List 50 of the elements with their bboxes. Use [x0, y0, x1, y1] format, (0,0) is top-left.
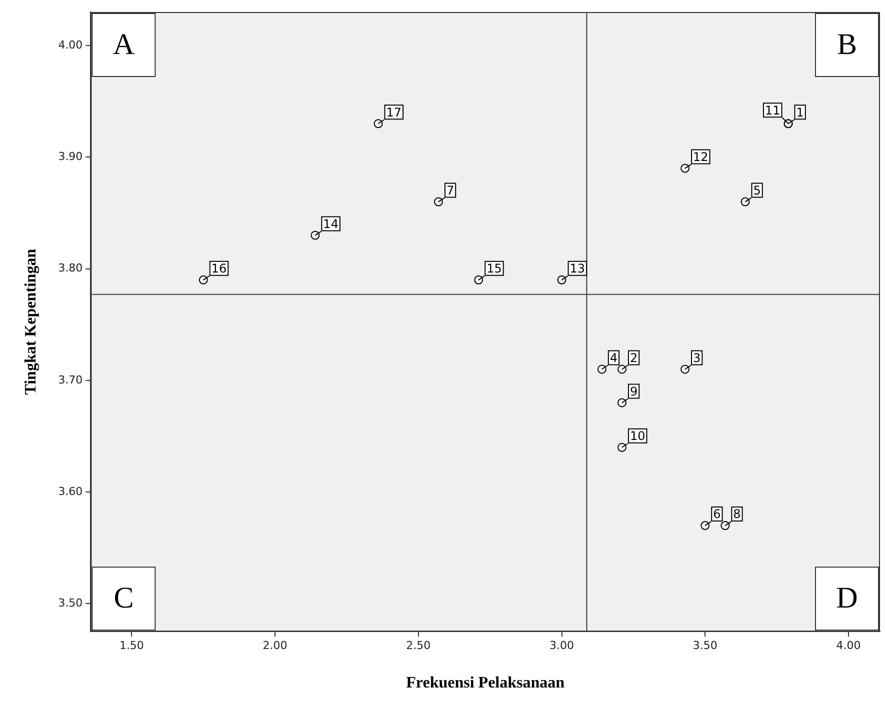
point	[597, 364, 606, 374]
annotation: D	[836, 581, 858, 614]
y-tick-label: 3.60	[58, 484, 83, 498]
annotation: 5	[753, 183, 761, 198]
annotation: 2	[630, 350, 638, 365]
point	[374, 119, 383, 128]
point	[310, 230, 320, 240]
point	[557, 275, 566, 284]
x-tick-label: 3.50	[692, 639, 718, 652]
x-tick-label: 1.50	[119, 639, 144, 652]
point	[434, 197, 443, 206]
annotation: B	[836, 28, 858, 61]
x-tick-label: 4.00	[836, 639, 861, 652]
point	[617, 398, 626, 408]
y-tick-label: 4.00	[58, 38, 83, 52]
point	[680, 364, 690, 374]
annotation: 10	[630, 429, 646, 444]
point	[700, 521, 710, 530]
y-tick-label: 3.50	[58, 596, 83, 610]
annotation: 13	[570, 262, 586, 276]
annotation: 4	[610, 350, 618, 365]
annotation: 17	[386, 105, 402, 120]
annotation: 1	[796, 105, 804, 120]
point	[680, 164, 690, 173]
y-tick-label: 3.90	[58, 150, 83, 163]
x-tick-label: 2.00	[262, 639, 288, 652]
point	[198, 275, 208, 284]
annotation: 7	[446, 183, 454, 198]
annotation: 11	[764, 103, 780, 118]
point	[720, 521, 730, 530]
annotation: C	[114, 581, 134, 614]
annotation: 6	[713, 507, 721, 522]
annotation: 14	[323, 216, 338, 231]
y-tick-label: 3.70	[58, 373, 83, 386]
point	[617, 442, 626, 452]
annotation: 3	[693, 350, 701, 365]
point	[740, 197, 750, 206]
point	[474, 275, 484, 284]
x-tick-label: 2.50	[406, 639, 431, 652]
point	[617, 364, 626, 374]
x-axis-title: Frekuensi Pelaksanaan	[406, 674, 565, 692]
y-tick-label: 3.80	[58, 262, 83, 275]
annotation: A	[112, 28, 135, 61]
annotation: 9	[630, 384, 638, 398]
annotation: 8	[733, 507, 741, 522]
y-axis-title: Tingkat Kepentingan	[22, 248, 40, 395]
annotation: 12	[693, 150, 708, 164]
x-tick-label: 3.00	[550, 639, 574, 652]
annotation: 16	[211, 262, 227, 276]
annotation: 15	[486, 262, 502, 276]
